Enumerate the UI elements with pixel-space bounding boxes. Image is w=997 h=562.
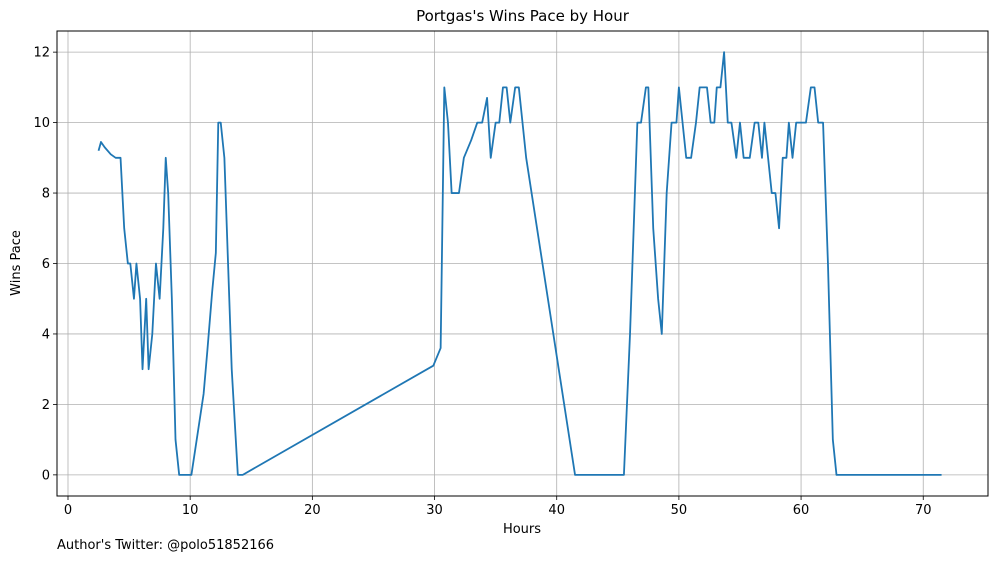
x-tick-label: 70 [915,503,932,518]
y-tick-label: 8 [42,187,50,202]
grid [57,31,988,496]
plot-frame [56,30,989,497]
x-tick-label: 60 [793,503,810,518]
x-tick-label: 0 [64,503,72,518]
y-tick-label: 12 [33,46,50,61]
y-tick-label: 2 [42,398,50,413]
x-axis-ticks: 0 10 20 30 40 50 60 70 [64,496,932,518]
x-tick-label: 10 [182,503,199,518]
x-tick-label: 40 [548,503,565,518]
y-tick-label: 0 [42,468,50,483]
wins-pace-line [97,51,942,476]
x-tick-label: 20 [304,503,321,518]
y-axis-label: Wins Pace [9,230,24,296]
x-tick-label: 30 [426,503,443,518]
y-axis-ticks: 0 2 4 6 8 10 12 [33,46,57,483]
x-tick-label: 50 [671,503,688,518]
y-tick-label: 6 [42,257,50,272]
x-axis-label: Hours [503,522,541,537]
y-tick-label: 10 [33,116,50,131]
y-tick-label: 4 [42,327,50,342]
author-credit: Author's Twitter: @polo51852166 [57,538,275,553]
chart-title: Portgas's Wins Pace by Hour [416,7,630,25]
